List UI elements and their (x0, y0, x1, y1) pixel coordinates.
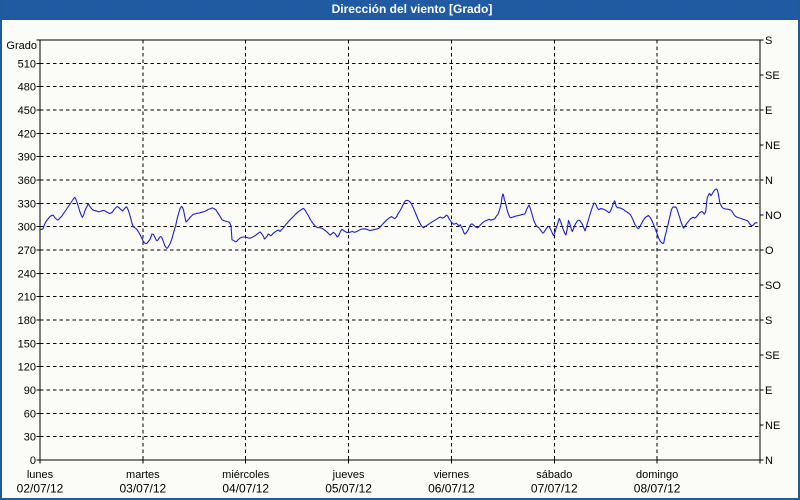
svg-text:120: 120 (18, 362, 36, 374)
svg-text:02/07/12: 02/07/12 (17, 482, 64, 496)
svg-text:Grado: Grado (6, 40, 37, 52)
svg-text:450: 450 (18, 105, 36, 117)
svg-text:270: 270 (18, 245, 36, 257)
svg-text:jueves: jueves (332, 469, 365, 481)
svg-text:sábado: sábado (536, 469, 572, 481)
svg-text:420: 420 (18, 128, 36, 140)
svg-text:03/07/12: 03/07/12 (120, 482, 167, 496)
svg-text:240: 240 (18, 268, 36, 280)
svg-text:viernes: viernes (434, 469, 470, 481)
svg-text:NE: NE (765, 420, 780, 432)
svg-text:04/07/12: 04/07/12 (222, 482, 269, 496)
svg-text:martes: martes (126, 469, 160, 481)
svg-text:E: E (765, 105, 772, 117)
svg-text:510: 510 (18, 58, 36, 70)
svg-text:08/07/12: 08/07/12 (634, 482, 681, 496)
svg-text:180: 180 (18, 315, 36, 327)
svg-text:330: 330 (18, 198, 36, 210)
svg-text:NO: NO (765, 210, 782, 222)
svg-text:N: N (765, 175, 773, 187)
svg-text:07/07/12: 07/07/12 (531, 482, 578, 496)
svg-text:miércoles: miércoles (222, 469, 270, 481)
svg-text:S: S (765, 35, 772, 47)
svg-text:360: 360 (18, 175, 36, 187)
svg-text:60: 60 (24, 408, 36, 420)
svg-text:06/07/12: 06/07/12 (428, 482, 475, 496)
svg-text:300: 300 (18, 222, 36, 234)
svg-text:NE: NE (765, 140, 780, 152)
svg-text:150: 150 (18, 338, 36, 350)
svg-text:N: N (765, 455, 773, 467)
svg-text:480: 480 (18, 82, 36, 94)
svg-text:05/07/12: 05/07/12 (325, 482, 372, 496)
svg-text:lunes: lunes (27, 469, 54, 481)
svg-text:domingo: domingo (636, 469, 678, 481)
svg-text:SE: SE (765, 70, 780, 82)
svg-text:390: 390 (18, 152, 36, 164)
svg-text:S: S (765, 315, 772, 327)
svg-text:SE: SE (765, 350, 780, 362)
svg-text:210: 210 (18, 292, 36, 304)
svg-text:30: 30 (24, 432, 36, 444)
svg-text:O: O (765, 245, 774, 257)
svg-text:90: 90 (24, 385, 36, 397)
svg-text:0: 0 (30, 455, 36, 467)
svg-text:E: E (765, 385, 772, 397)
svg-text:SO: SO (765, 280, 781, 292)
